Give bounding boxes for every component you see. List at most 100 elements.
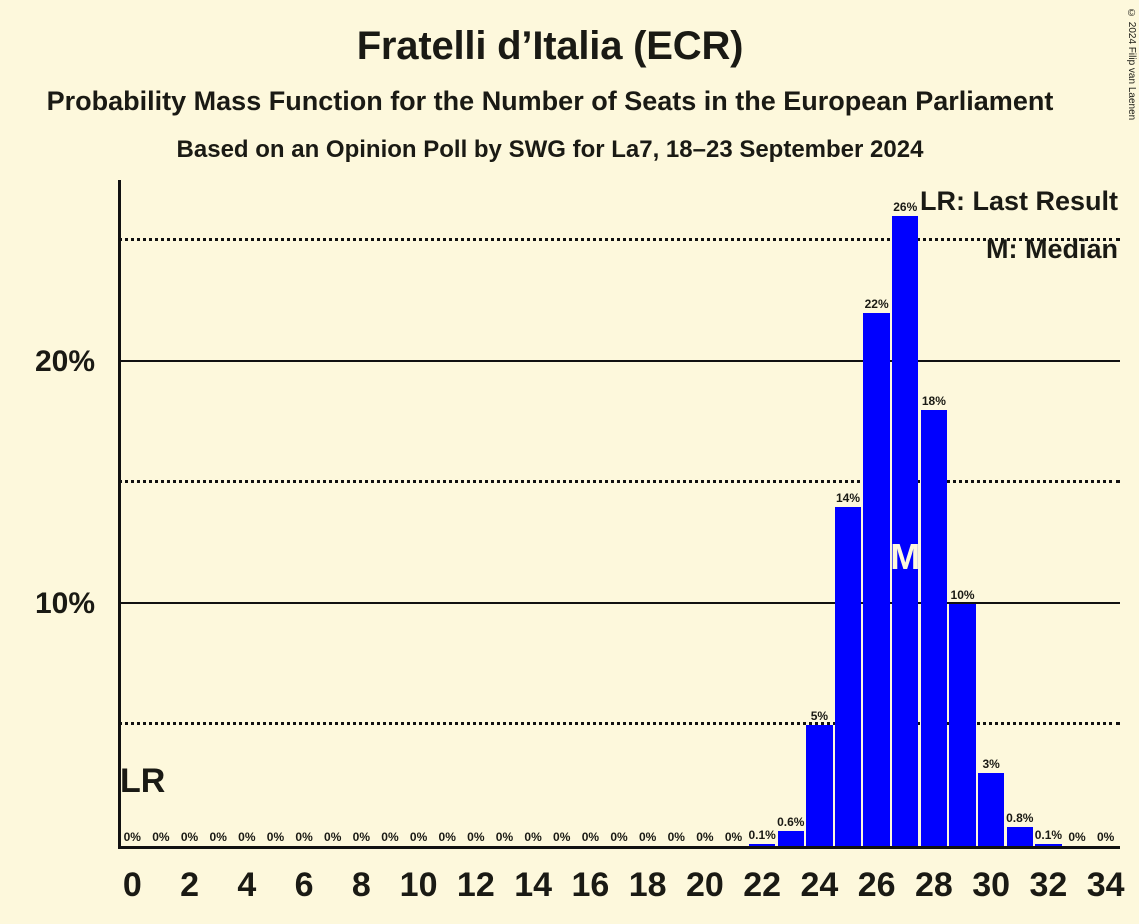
plot-area: 10% 20% 0% 0% 0% 0% 0% 0% 0% 0% 0% 0% 0% 0% 0% 0% 0% 0% 0… bbox=[35, 180, 1120, 849]
bar-slot-seat-33[interactable]: 0% bbox=[1064, 180, 1090, 846]
bar-value-label-seat-32: 0.1% bbox=[1034, 827, 1063, 842]
page-title: Fratelli d’Italia (ECR) bbox=[356, 24, 744, 68]
x-tick-label-0: 0 bbox=[122, 866, 142, 904]
x-tick-label-12: 12 bbox=[456, 866, 495, 904]
bar-seat-28[interactable] bbox=[920, 410, 948, 846]
bar-value-label-seat-0: 0% bbox=[123, 830, 141, 844]
bar-slot-seat-3[interactable]: 0% bbox=[205, 180, 231, 846]
bar-slot-seat-24[interactable]: 5% bbox=[806, 180, 833, 846]
bar-slot-seat-19[interactable]: 0% bbox=[663, 180, 689, 846]
bar-slot-seat-26[interactable]: 22% bbox=[863, 180, 890, 846]
x-tick-label-18: 18 bbox=[628, 866, 667, 904]
bar-slot-seat-4[interactable]: 0% bbox=[234, 180, 260, 846]
bar-series: 0% 0% 0% 0% 0% 0% 0% 0% 0% 0% 0% 0% 0% 0% 0% 0% 0% 0% 0% 0%… bbox=[118, 180, 1120, 846]
x-axis-labels: 0 2 4 6 8 10 12 14 16 18 20 22 24 26 28 30 32 34 bbox=[118, 866, 1125, 916]
bar-slot-seat-21[interactable]: 0% bbox=[720, 180, 746, 846]
bar-value-label-seat-3: 0% bbox=[209, 830, 227, 844]
bar-value-label-seat-13: 0% bbox=[495, 830, 514, 844]
bar-slot-seat-11[interactable]: 0% bbox=[434, 180, 460, 846]
bar-slot-seat-1[interactable]: 0% bbox=[148, 180, 174, 846]
bar-seat-23[interactable] bbox=[777, 831, 804, 846]
bar-slot-seat-22[interactable]: 0.1% bbox=[748, 180, 776, 846]
x-tick-label-24: 24 bbox=[800, 866, 839, 904]
legend-last-result: LR: Last Result bbox=[919, 186, 1118, 216]
bar-seat-27[interactable] bbox=[892, 216, 919, 846]
gridline-10pct bbox=[118, 601, 1120, 604]
bar-slot-seat-32[interactable]: 0.1% bbox=[1034, 180, 1063, 846]
x-tick-label-28: 28 bbox=[914, 866, 953, 904]
chart-subtitle: Probability Mass Function for the Number… bbox=[46, 86, 1054, 116]
bar-value-label-seat-10: 0% bbox=[409, 830, 428, 844]
bar-seat-24[interactable] bbox=[806, 724, 833, 846]
y-tick-label-10: 10% bbox=[34, 586, 95, 620]
bar-value-label-seat-30: 3% bbox=[982, 757, 1000, 772]
x-tick-label-30: 30 bbox=[972, 866, 1011, 904]
bar-seat-26[interactable] bbox=[863, 313, 890, 846]
bar-slot-seat-31[interactable]: 0.8% bbox=[1006, 180, 1034, 846]
bar-value-label-seat-12: 0% bbox=[467, 830, 485, 844]
x-tick-label-16: 16 bbox=[571, 866, 610, 904]
bar-slot-seat-10[interactable]: 0% bbox=[405, 180, 431, 846]
bar-slot-seat-20[interactable]: 0% bbox=[692, 180, 718, 846]
y-tick-label-20: 20% bbox=[34, 344, 95, 378]
bar-slot-seat-27[interactable]: 26% M bbox=[890, 180, 921, 846]
y-axis bbox=[118, 180, 121, 849]
bar-slot-seat-7[interactable]: 0% bbox=[320, 180, 346, 846]
bar-value-label-seat-20: 0% bbox=[696, 830, 714, 844]
bar-value-label-seat-1: 0% bbox=[152, 830, 170, 844]
median-marker: M bbox=[890, 536, 921, 578]
bar-value-label-seat-34: 0% bbox=[1097, 830, 1115, 844]
bar-value-label-seat-6: 0% bbox=[295, 830, 313, 844]
bar-slot-seat-29[interactable]: 10% bbox=[949, 180, 976, 846]
bar-slot-seat-2[interactable]: 0% bbox=[176, 180, 202, 846]
bar-slot-seat-18[interactable]: 0% bbox=[634, 180, 660, 846]
bar-slot-seat-5[interactable]: 0% bbox=[262, 180, 288, 846]
copyright-notice: © 2024 Filip van Laenen bbox=[1126, 8, 1137, 121]
bar-value-label-seat-7: 0% bbox=[324, 830, 342, 844]
bar-seat-31[interactable] bbox=[1006, 826, 1033, 846]
bar-slot-seat-8[interactable]: 0% bbox=[348, 180, 374, 846]
bar-slot-seat-14[interactable]: 0% bbox=[520, 180, 546, 846]
bar-slot-seat-12[interactable]: 0% bbox=[463, 180, 489, 846]
bar-value-label-seat-31: 0.8% bbox=[1006, 810, 1034, 825]
gridline-25pct bbox=[118, 237, 1120, 241]
bar-seat-30[interactable] bbox=[977, 773, 1005, 846]
bar-value-label-seat-33: 0% bbox=[1068, 830, 1086, 844]
bar-value-label-seat-4: 0% bbox=[238, 830, 256, 844]
x-axis bbox=[118, 846, 1120, 849]
bar-seat-25[interactable] bbox=[834, 506, 862, 846]
gridline-15pct bbox=[118, 479, 1120, 483]
bar-seat-22[interactable] bbox=[748, 843, 776, 846]
bar-value-label-seat-9: 0% bbox=[381, 830, 399, 844]
bar-value-label-seat-26: 22% bbox=[864, 297, 889, 312]
bar-value-label-seat-8: 0% bbox=[352, 830, 370, 844]
gridline-20pct bbox=[118, 359, 1120, 362]
bar-slot-seat-15[interactable]: 0% bbox=[549, 180, 575, 846]
bar-slot-seat-25[interactable]: 14% bbox=[834, 180, 862, 846]
bar-slot-seat-28[interactable]: 18% bbox=[920, 180, 948, 846]
x-tick-label-10: 10 bbox=[399, 866, 438, 904]
bar-value-label-seat-19: 0% bbox=[667, 830, 685, 844]
bar-slot-seat-0[interactable]: 0% bbox=[119, 180, 145, 846]
bar-value-label-seat-23: 0.6% bbox=[777, 815, 805, 830]
bar-slot-seat-34[interactable]: 0% bbox=[1092, 180, 1118, 846]
bar-slot-seat-9[interactable]: 0% bbox=[377, 180, 403, 846]
bar-value-label-seat-15: 0% bbox=[553, 830, 571, 844]
x-tick-label-32: 32 bbox=[1029, 866, 1068, 904]
bar-slot-seat-6[interactable]: 0% bbox=[291, 180, 317, 846]
chart-source: Based on an Opinion Poll by SWG for La7,… bbox=[176, 136, 924, 163]
bar-slot-seat-13[interactable]: 0% bbox=[491, 180, 517, 846]
bar-value-label-seat-14: 0% bbox=[524, 830, 542, 844]
bar-slot-seat-16[interactable]: 0% bbox=[577, 180, 603, 846]
x-tick-label-4: 4 bbox=[237, 866, 257, 904]
bar-value-label-seat-22: 0.1% bbox=[748, 827, 776, 842]
bar-seat-32[interactable] bbox=[1035, 843, 1062, 846]
x-tick-label-6: 6 bbox=[294, 866, 314, 904]
bar-value-label-seat-25: 14% bbox=[836, 490, 861, 505]
bar-seat-29[interactable] bbox=[949, 603, 976, 846]
bar-slot-seat-17[interactable]: 0% bbox=[606, 180, 632, 846]
bar-slot-seat-23[interactable]: 0.6% bbox=[777, 180, 805, 846]
bar-slot-seat-30[interactable]: 3% bbox=[977, 180, 1005, 846]
legend-median: M: Median bbox=[986, 234, 1118, 264]
